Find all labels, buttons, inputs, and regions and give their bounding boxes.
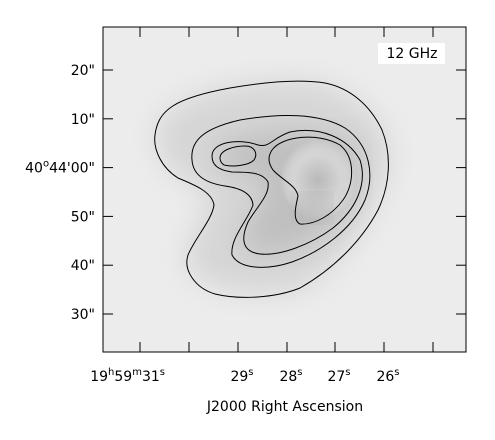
ticks [103,27,466,352]
y-tick-label: 20" [71,63,95,79]
y-tick-label: 40" [71,258,95,274]
y-tick-label: 30" [71,307,95,323]
x-axis-label: J2000 Right Ascension [206,399,363,415]
y-tick-label-part: 10" [71,112,95,128]
y-tick-label: 40o44'00" [25,159,95,177]
x-tick-label-part: 59 [114,369,132,385]
y-tick-label-part: 40 [25,161,43,177]
y-tick-label-part: 30" [71,307,95,323]
x-tick-label-part: s [345,367,350,378]
x-tick-label-part: s [160,367,165,378]
y-tick-label: 10" [71,112,95,128]
x-tick-label: 19h59m31s [90,367,165,385]
x-tick-label: 28s [279,367,302,385]
x-tick-label-part: 27 [327,369,345,385]
y-tick-label-part: 20" [71,63,95,79]
x-tick-label-part: m [132,367,142,378]
x-tick-label-part: s [394,367,399,378]
panel-label: 12 GHz [387,46,438,62]
y-tick-label-part: 50" [71,209,95,225]
label-box [378,43,445,64]
x-tick-label-part: 28 [279,369,297,385]
x-tick-label: 29s [230,367,253,385]
x-tick-label: 26s [376,367,399,385]
y-tick-label: 50" [71,209,95,225]
x-tick-label-part: 26 [376,369,394,385]
x-tick-label-part: h [108,367,114,378]
contours [154,80,389,298]
x-tick-label-part: s [248,367,253,378]
x-tick-label-part: 29 [230,369,248,385]
y-tick-label-part: o [43,159,49,170]
y-tick-label-part: 44'00" [49,161,95,177]
x-tick-label-part: 31 [142,369,160,385]
x-tick-label-part: s [297,367,302,378]
frame [102,26,467,353]
x-tick-label-part: 19 [90,369,108,385]
image [103,27,466,352]
x-tick-label: 27s [327,367,350,385]
y-tick-label-part: 40" [71,258,95,274]
